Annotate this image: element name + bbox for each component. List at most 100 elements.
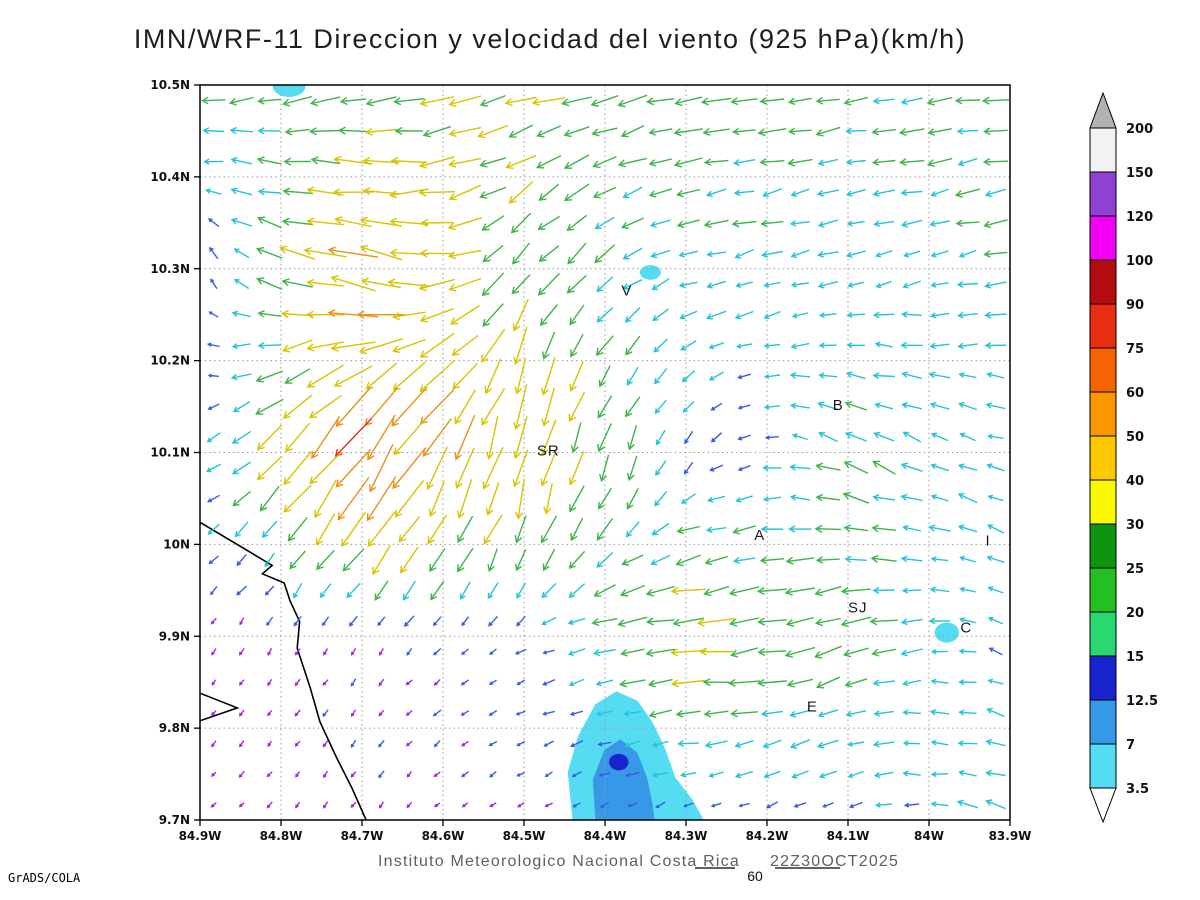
wind-vector bbox=[762, 464, 782, 472]
wind-vector bbox=[264, 552, 275, 568]
wind-vector bbox=[287, 517, 308, 542]
wind-vector bbox=[360, 277, 402, 289]
wind-vector bbox=[900, 311, 923, 318]
colorbar-label: 15 bbox=[1126, 650, 1144, 665]
wind-vector bbox=[840, 616, 871, 628]
wind-vector bbox=[567, 648, 586, 656]
wind-vector bbox=[737, 465, 751, 472]
wind-vector bbox=[847, 281, 865, 288]
wind-vector bbox=[392, 447, 427, 490]
wind-vector bbox=[763, 373, 780, 380]
wind-vector bbox=[590, 95, 619, 107]
wind-vector bbox=[306, 341, 344, 352]
wind-vector bbox=[403, 615, 415, 627]
grads-credit: GrADS/COLA bbox=[8, 871, 81, 885]
wind-vector bbox=[447, 249, 482, 260]
wind-vector bbox=[902, 524, 922, 532]
wind-vector bbox=[422, 418, 452, 457]
wind-vector bbox=[211, 740, 217, 748]
wind-vector bbox=[393, 97, 425, 106]
wind-vector bbox=[985, 770, 1006, 777]
wind-vector bbox=[645, 617, 675, 626]
wind-vector bbox=[256, 277, 283, 291]
wind-vector bbox=[448, 95, 482, 107]
wind-vector bbox=[303, 246, 347, 258]
wind-vector bbox=[369, 444, 394, 493]
wind-vector bbox=[378, 648, 384, 656]
wind-vector bbox=[210, 771, 217, 777]
wind-vector bbox=[930, 463, 950, 472]
wind-vector bbox=[460, 710, 470, 716]
wind-vector bbox=[676, 219, 700, 228]
wind-vector bbox=[264, 585, 275, 596]
wind-vector bbox=[847, 741, 865, 747]
wind-vector bbox=[680, 493, 696, 504]
wind-vector bbox=[652, 771, 669, 778]
wind-vector bbox=[759, 556, 785, 565]
wind-vector bbox=[266, 771, 273, 778]
wind-vector bbox=[957, 157, 978, 167]
wind-vector bbox=[929, 709, 950, 716]
wind-vector bbox=[327, 309, 379, 318]
wind-vector bbox=[848, 801, 863, 809]
x-tick-label: 84.6W bbox=[422, 829, 465, 843]
wind-vector bbox=[786, 678, 814, 688]
wind-vector bbox=[684, 430, 694, 445]
wind-vector bbox=[901, 587, 922, 594]
wind-vector bbox=[983, 127, 1008, 136]
wind-vector bbox=[627, 425, 638, 451]
wind-vector bbox=[898, 158, 925, 166]
wind-vector bbox=[348, 615, 358, 627]
wind-vector bbox=[708, 371, 724, 381]
wind-vector bbox=[322, 679, 329, 686]
wind-vector bbox=[817, 281, 839, 289]
wind-vector bbox=[626, 366, 639, 386]
wind-vector bbox=[514, 358, 527, 395]
wind-vector bbox=[728, 586, 760, 597]
wind-vector bbox=[267, 740, 272, 748]
wind-vector bbox=[322, 709, 329, 717]
wind-vector bbox=[281, 217, 313, 226]
wind-vector bbox=[256, 156, 282, 165]
wind-vector bbox=[597, 488, 612, 510]
wind-vector bbox=[570, 422, 582, 454]
wind-vector bbox=[294, 740, 301, 747]
wind-vector bbox=[570, 739, 584, 748]
wind-vector bbox=[542, 331, 556, 360]
wind-vector bbox=[789, 220, 810, 227]
wind-vector bbox=[479, 94, 506, 107]
wind-vector bbox=[954, 96, 981, 105]
wind-vector bbox=[238, 709, 245, 717]
wind-vector bbox=[454, 389, 477, 425]
wind-vector bbox=[756, 586, 787, 596]
wind-vector bbox=[309, 451, 342, 485]
wind-vector bbox=[322, 740, 329, 748]
wind-vector bbox=[542, 679, 556, 686]
wind-vector bbox=[981, 96, 1009, 105]
wind-vector bbox=[987, 433, 1004, 440]
wind-vector bbox=[731, 219, 757, 228]
wind-vector bbox=[350, 802, 357, 808]
wind-vector bbox=[282, 187, 312, 196]
wind-vector bbox=[594, 216, 615, 230]
wind-vector bbox=[846, 220, 865, 227]
wind-vector bbox=[958, 249, 977, 258]
wind-vector bbox=[815, 97, 840, 105]
wind-vector bbox=[732, 525, 756, 535]
wind-vector bbox=[708, 342, 724, 350]
wind-vector bbox=[986, 371, 1005, 379]
wind-vector bbox=[426, 446, 448, 490]
wind-vector bbox=[844, 401, 868, 411]
y-tick-label: 10.2N bbox=[150, 354, 190, 368]
wind-vector bbox=[342, 548, 365, 572]
wind-vector bbox=[516, 582, 526, 599]
station-label-sr: SR bbox=[537, 442, 560, 459]
x-axis: 84.9W 84.8W 84.7W 84.6W 84.5W 84.4W 84.3W 84.2W… bbox=[179, 820, 1031, 843]
wind-vector bbox=[926, 157, 953, 168]
wind-vector bbox=[730, 647, 759, 658]
wind-vector bbox=[902, 770, 921, 777]
wind-vector bbox=[763, 281, 781, 288]
wind-vector bbox=[513, 416, 528, 460]
wind-vector bbox=[708, 771, 724, 778]
colorbar-over-arrow bbox=[1089, 91, 1117, 129]
